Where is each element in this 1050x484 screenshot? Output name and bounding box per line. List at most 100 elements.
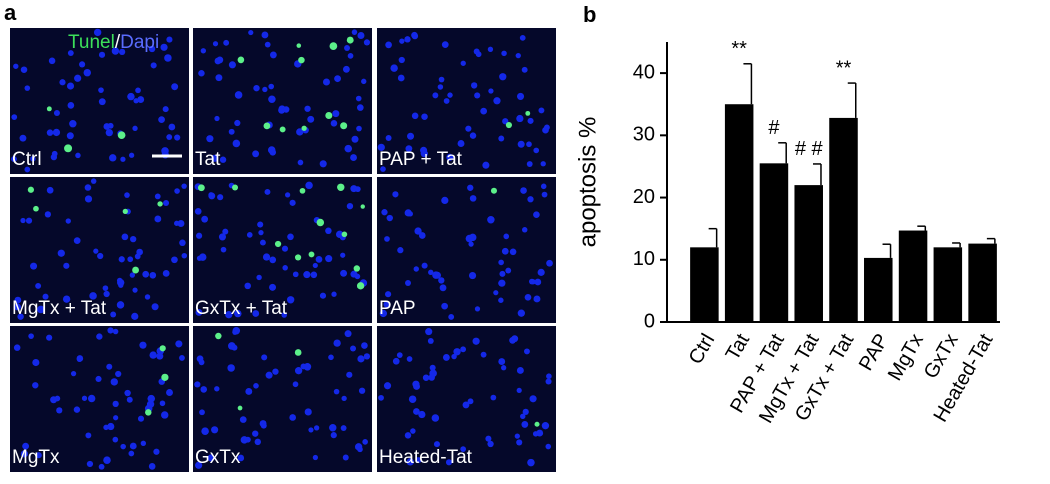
nucleus bbox=[342, 65, 350, 73]
nucleus bbox=[520, 413, 526, 420]
nucleus bbox=[252, 150, 260, 158]
tunel-cell bbox=[237, 405, 243, 411]
nucleus bbox=[264, 41, 271, 48]
nucleus bbox=[232, 329, 238, 335]
tunel-cell bbox=[132, 266, 139, 274]
tunel-cell bbox=[263, 122, 271, 130]
nucleus bbox=[112, 436, 119, 443]
nucleus bbox=[432, 271, 440, 279]
bar bbox=[724, 104, 754, 322]
tunel-cell bbox=[325, 111, 333, 120]
nucleus bbox=[227, 342, 236, 350]
nucleus bbox=[474, 306, 481, 312]
nucleus bbox=[201, 215, 209, 223]
nucleus bbox=[312, 262, 318, 269]
nucleus bbox=[415, 457, 422, 464]
nucleus bbox=[383, 382, 392, 390]
nucleus bbox=[14, 296, 22, 304]
panel-letter: a bbox=[4, 0, 17, 25]
nucleus bbox=[350, 345, 357, 352]
image-caption: GxTx bbox=[195, 447, 241, 468]
nucleus bbox=[467, 184, 474, 191]
nucleus bbox=[533, 147, 540, 154]
micrograph: GxTx + Tat bbox=[193, 177, 372, 323]
nucleus bbox=[90, 178, 97, 184]
nucleus bbox=[537, 268, 545, 276]
nucleus bbox=[308, 427, 314, 433]
nucleus bbox=[161, 147, 169, 155]
nucleus bbox=[148, 45, 156, 53]
nucleus bbox=[148, 463, 156, 470]
nucleus bbox=[11, 114, 18, 121]
nucleus bbox=[118, 48, 126, 56]
nucleus bbox=[120, 156, 126, 162]
nucleus bbox=[158, 116, 165, 124]
nucleus bbox=[332, 110, 340, 118]
nucleus bbox=[265, 371, 273, 379]
nucleus bbox=[107, 122, 114, 129]
nucleus bbox=[232, 139, 241, 148]
nucleus bbox=[150, 62, 157, 69]
nucleus bbox=[379, 309, 388, 318]
nucleus bbox=[103, 456, 111, 464]
nucleus bbox=[89, 292, 97, 300]
error-bar bbox=[882, 243, 892, 258]
image-caption: MgTx + Tat bbox=[12, 298, 107, 319]
nucleus bbox=[546, 373, 552, 380]
nucleus bbox=[102, 285, 109, 291]
significance-label: # bbox=[768, 117, 780, 139]
image-caption: MgTx bbox=[12, 447, 60, 468]
nucleus bbox=[237, 454, 245, 462]
stain-tunel: Tunel bbox=[68, 32, 115, 53]
nucleus bbox=[244, 282, 251, 290]
nucleus bbox=[269, 256, 277, 264]
nucleus bbox=[310, 271, 318, 279]
nucleus bbox=[319, 292, 327, 299]
nucleus bbox=[218, 233, 227, 241]
image-caption: Heated-Tat bbox=[379, 447, 473, 468]
nucleus bbox=[380, 166, 386, 172]
nucleus bbox=[516, 366, 524, 374]
nucleus bbox=[200, 48, 207, 54]
nucleus bbox=[350, 154, 357, 161]
nucleus bbox=[431, 414, 440, 422]
nucleus bbox=[517, 140, 525, 148]
nucleus bbox=[328, 354, 334, 361]
nucleus bbox=[35, 452, 42, 459]
nucleus bbox=[522, 408, 529, 416]
nucleus bbox=[103, 290, 110, 298]
nucleus bbox=[73, 406, 81, 413]
tunel-cell bbox=[274, 240, 282, 248]
nucleus bbox=[13, 63, 19, 69]
nucleus bbox=[67, 102, 75, 109]
image-caption: GxTx + Tat bbox=[195, 298, 288, 319]
tunel-cell bbox=[27, 186, 35, 193]
nucleus bbox=[480, 351, 487, 358]
nucleus bbox=[35, 282, 42, 289]
nucleus bbox=[30, 156, 36, 162]
image-caption: Tat bbox=[195, 149, 221, 170]
nucleus bbox=[397, 247, 404, 254]
nucleus bbox=[228, 61, 236, 69]
tunel-cell bbox=[279, 126, 286, 133]
nucleus bbox=[520, 187, 527, 194]
micrograph: PAP bbox=[377, 177, 556, 323]
nucleus bbox=[441, 41, 449, 48]
nucleus bbox=[240, 436, 249, 444]
nucleus bbox=[480, 107, 488, 115]
nucleus bbox=[59, 79, 66, 86]
nucleus bbox=[404, 209, 412, 217]
nucleus bbox=[460, 446, 467, 453]
nucleus bbox=[469, 132, 477, 139]
stain-slash: / bbox=[115, 32, 121, 53]
nucleus bbox=[421, 262, 428, 269]
y-tick-label: 20 bbox=[633, 186, 655, 208]
nucleus bbox=[259, 239, 266, 246]
nucleus bbox=[103, 424, 109, 431]
tunel-cell bbox=[33, 205, 39, 212]
nucleus bbox=[112, 400, 119, 408]
nucleus bbox=[334, 75, 341, 83]
nucleus bbox=[516, 387, 522, 394]
nucleus bbox=[211, 154, 219, 162]
nucleus bbox=[124, 389, 131, 397]
